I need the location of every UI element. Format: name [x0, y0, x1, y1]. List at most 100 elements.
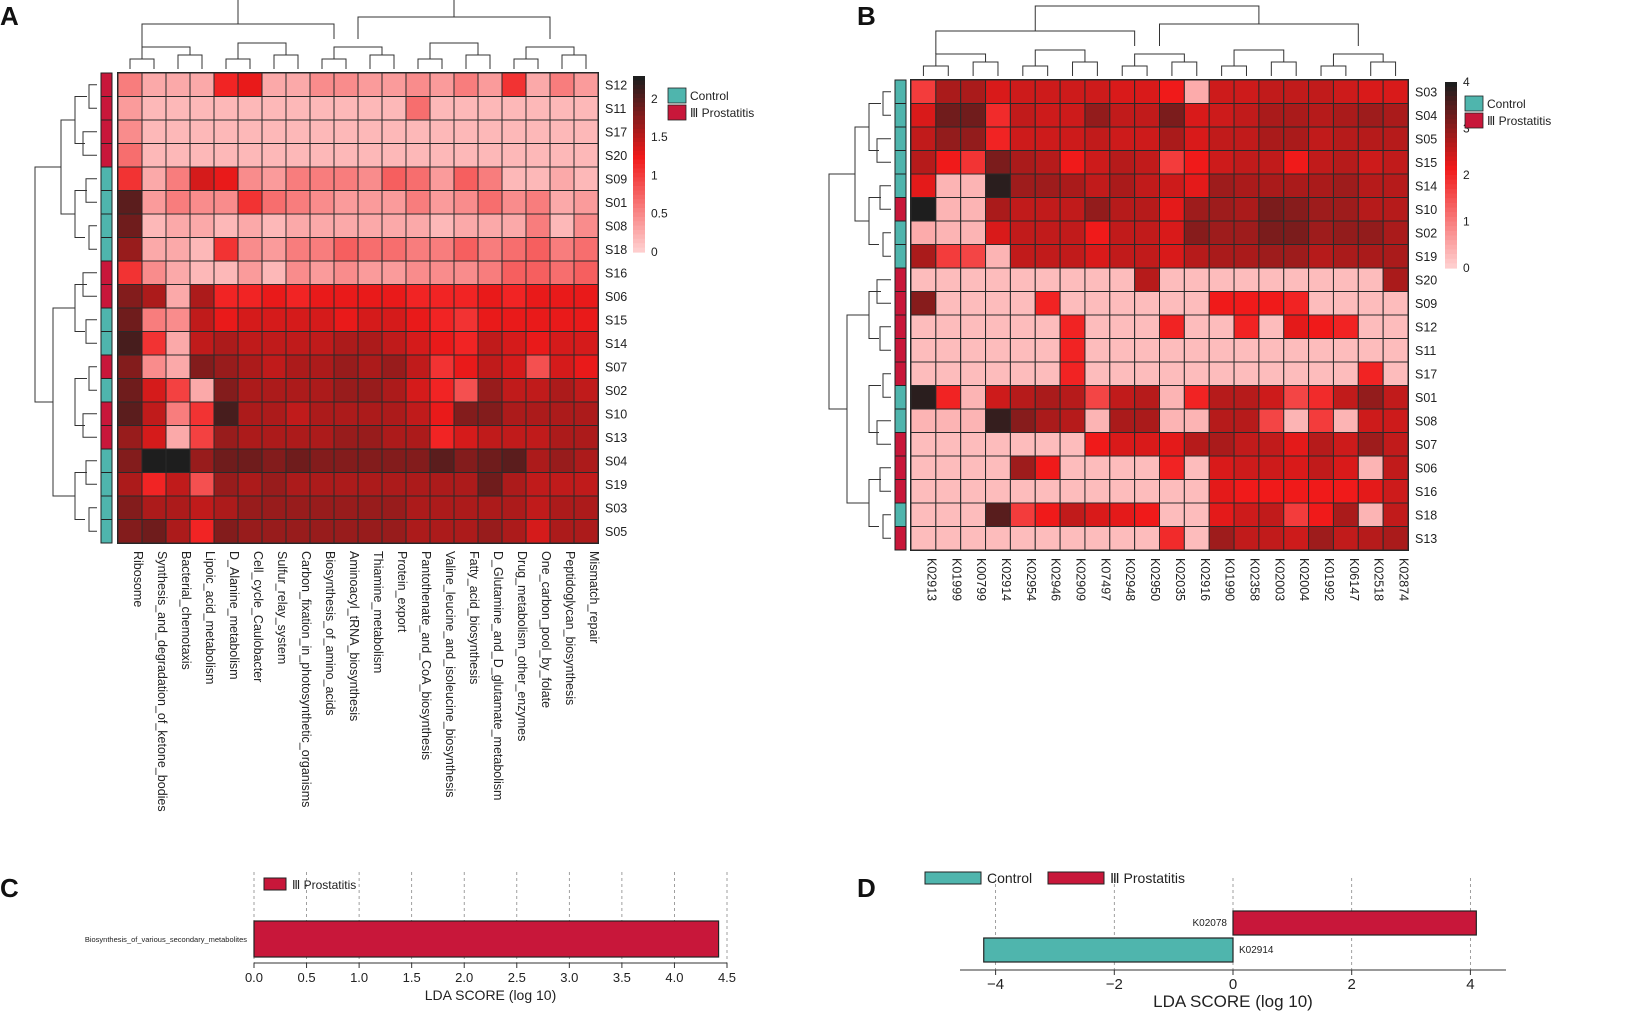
column-dendrogram-branch [369, 54, 395, 69]
heatmap-cell [573, 519, 599, 544]
heatmap-cell [453, 378, 479, 403]
row-label: S05 [1415, 132, 1437, 146]
heatmap-cell [285, 190, 311, 215]
colorbar-segment [633, 124, 645, 130]
heatmap-cell [117, 237, 143, 262]
colorbar-segment [1445, 235, 1457, 241]
column-label: Aminoacyl_tRNA_biosynthesis [347, 551, 361, 721]
colorbar-segment [1445, 133, 1457, 139]
colorbar-segment [633, 199, 645, 205]
heatmap-cell [1084, 173, 1111, 198]
colorbar-segment [1445, 254, 1457, 260]
heatmap-cell [1357, 385, 1384, 410]
heatmap-cell [285, 378, 311, 403]
heatmap-cell [285, 119, 311, 144]
heatmap-cell [935, 479, 962, 504]
heatmap-cell [1208, 103, 1235, 128]
heatmap-cell [501, 213, 527, 238]
colorbar-segment [633, 93, 645, 99]
heatmap-cell [1134, 502, 1161, 527]
heatmap-cell [405, 495, 431, 520]
heatmap-cell [405, 166, 431, 191]
heatmap-cell [549, 472, 575, 497]
heatmap-cell [1283, 291, 1310, 316]
heatmap-cell [501, 495, 527, 520]
heatmap-cell [1034, 197, 1061, 222]
heatmap-cell [141, 331, 167, 356]
heatmap-cell [141, 354, 167, 379]
column-dendrogram-branch [1034, 5, 1260, 31]
heatmap-cell [237, 213, 263, 238]
heatmap-cell [1233, 173, 1260, 198]
colorbar-segment [633, 186, 645, 191]
heatmap-cell [309, 96, 335, 121]
column-label: Sulfur_relay_system [275, 551, 289, 664]
heatmap-cell [261, 190, 287, 215]
heatmap-cell [333, 213, 359, 238]
x-axis-title: LDA SCORE (log 10) [425, 987, 557, 1003]
heatmap-cell [1084, 291, 1111, 316]
heatmap-cell [1382, 79, 1409, 104]
group-annotation-cell [894, 432, 907, 457]
heatmap-cell [1034, 79, 1061, 104]
heatmap-cell [1382, 244, 1409, 269]
row-label: S07 [1415, 438, 1437, 452]
heatmap-cell [261, 495, 287, 520]
heatmap-cell [1308, 244, 1334, 269]
colorbar-segment [633, 247, 645, 253]
column-label: K00799 [974, 558, 988, 601]
row-label: S19 [1415, 250, 1437, 264]
heatmap-cell [213, 213, 239, 238]
column-label: Drug_metabolism_other_enzymes [515, 551, 529, 741]
heatmap-cell [285, 213, 311, 238]
row-label: S11 [605, 102, 626, 116]
heatmap-cell [1183, 361, 1210, 386]
column-dendrogram-branch [1370, 61, 1397, 76]
heatmap-cell [910, 385, 937, 410]
heatmap-cell [1109, 408, 1136, 433]
colorbar-segment [1445, 216, 1457, 223]
heatmap-cell [1034, 150, 1061, 175]
colorbar-segment [1445, 86, 1457, 92]
colorbar-segment [633, 177, 645, 183]
row-dendrogram-branch [52, 307, 75, 497]
heatmap-cell [1183, 385, 1210, 410]
colorbar-segment [633, 225, 645, 231]
heatmap-cell [381, 519, 407, 544]
heatmap-cell [1084, 197, 1111, 222]
colorbar-segment [633, 234, 645, 240]
colorbar-segment [1445, 249, 1457, 255]
heatmap-cell [333, 519, 359, 544]
heatmap-cell [1084, 455, 1111, 480]
heatmap-cell [429, 72, 455, 97]
group-annotation-cell [100, 260, 113, 285]
row-dendrogram-branch [74, 284, 87, 332]
heatmap-cell [1233, 197, 1260, 222]
x-tick-label: 0.0 [245, 970, 263, 985]
heatmap-cell [453, 119, 479, 144]
heatmap-cell [1159, 173, 1185, 198]
column-label: K02914 [999, 558, 1013, 601]
heatmap-cell [1332, 385, 1359, 410]
row-label: S08 [1415, 414, 1437, 428]
heatmap-cell [1183, 408, 1210, 433]
heatmap-cell [333, 96, 359, 121]
heatmap-cell [453, 96, 479, 121]
column-dendrogram-branch [561, 54, 587, 69]
colorbar-segment [633, 159, 645, 165]
heatmap-cell [477, 72, 503, 97]
heatmap-cell [1382, 338, 1409, 363]
column-dendrogram-branch [972, 61, 999, 76]
row-dendrogram-branch [74, 472, 87, 520]
heatmap-cell [261, 213, 287, 238]
heatmap-cell [985, 385, 1011, 410]
heatmap-cell [1357, 150, 1384, 175]
heatmap-cell [1059, 79, 1086, 104]
x-tick-label: 2.5 [508, 970, 526, 985]
lda-bar-panel-d: −4 −2 0 2 4 LDA SCORE (log 10) K02078 K02914 Con… [924, 870, 1506, 1011]
heatmap-cell [261, 119, 287, 144]
heatmap-cell [525, 307, 551, 332]
heatmap-cell [405, 331, 431, 356]
heatmap-cell [1208, 291, 1235, 316]
heatmap-cell [477, 284, 503, 309]
